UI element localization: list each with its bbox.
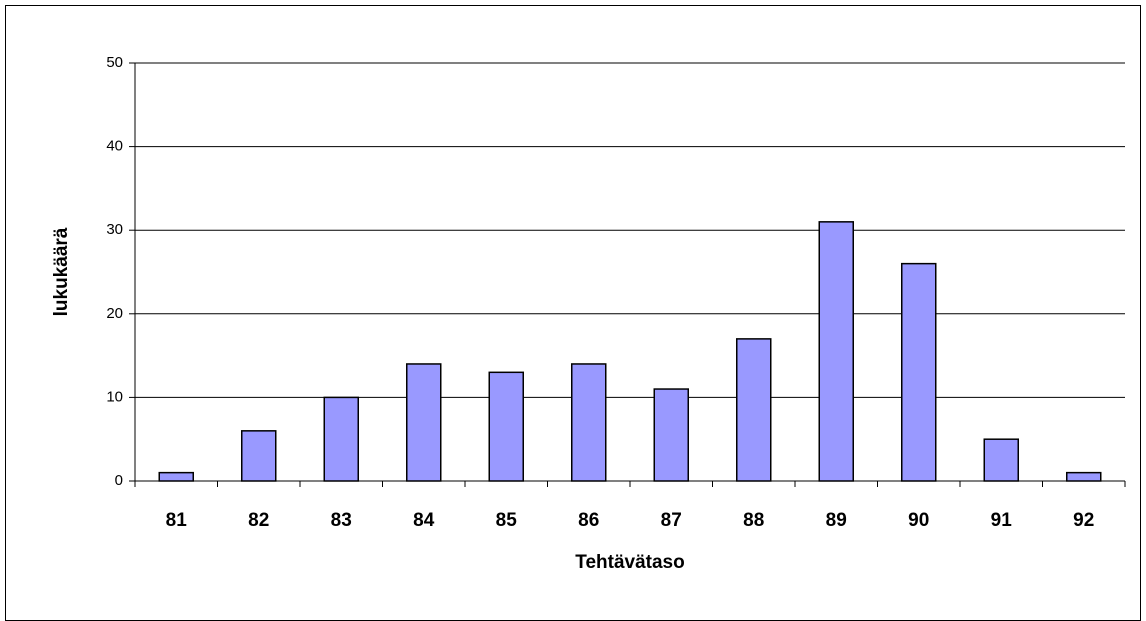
x-tick-label: 91 (991, 510, 1013, 531)
x-tick-label: 92 (1073, 510, 1094, 531)
bar (818, 221, 854, 482)
bar (323, 396, 359, 482)
bar (241, 430, 277, 482)
x-tick-label: 84 (413, 510, 435, 531)
bar (406, 363, 442, 482)
bar (571, 363, 607, 482)
bar (488, 371, 524, 482)
x-tick-label: 87 (661, 510, 682, 531)
x-tick-label: 81 (166, 510, 188, 531)
bar (736, 338, 772, 482)
bar (653, 388, 689, 482)
bar (158, 471, 194, 482)
x-axis-title: Tehtävätaso (575, 552, 684, 573)
x-tick-label: 86 (578, 510, 599, 531)
bar (901, 262, 937, 482)
bar (1066, 471, 1102, 482)
x-tick-label: 89 (826, 510, 847, 531)
x-tick-label: 90 (908, 510, 929, 531)
y-axis-title: lukukäärä (51, 227, 72, 316)
x-tick-label: 82 (248, 510, 269, 531)
y-tick-label: 0 (115, 472, 123, 489)
bar (983, 438, 1019, 482)
y-tick-label: 50 (106, 54, 123, 71)
chart-frame (5, 5, 1141, 621)
y-tick-label: 40 (106, 138, 123, 155)
y-tick-label: 10 (106, 388, 123, 405)
y-tick-label: 20 (106, 305, 123, 322)
x-tick-label: 85 (496, 510, 518, 531)
y-tick-label: 30 (106, 221, 123, 238)
x-tick-label: 83 (331, 510, 352, 531)
x-tick-label: 88 (743, 510, 764, 531)
